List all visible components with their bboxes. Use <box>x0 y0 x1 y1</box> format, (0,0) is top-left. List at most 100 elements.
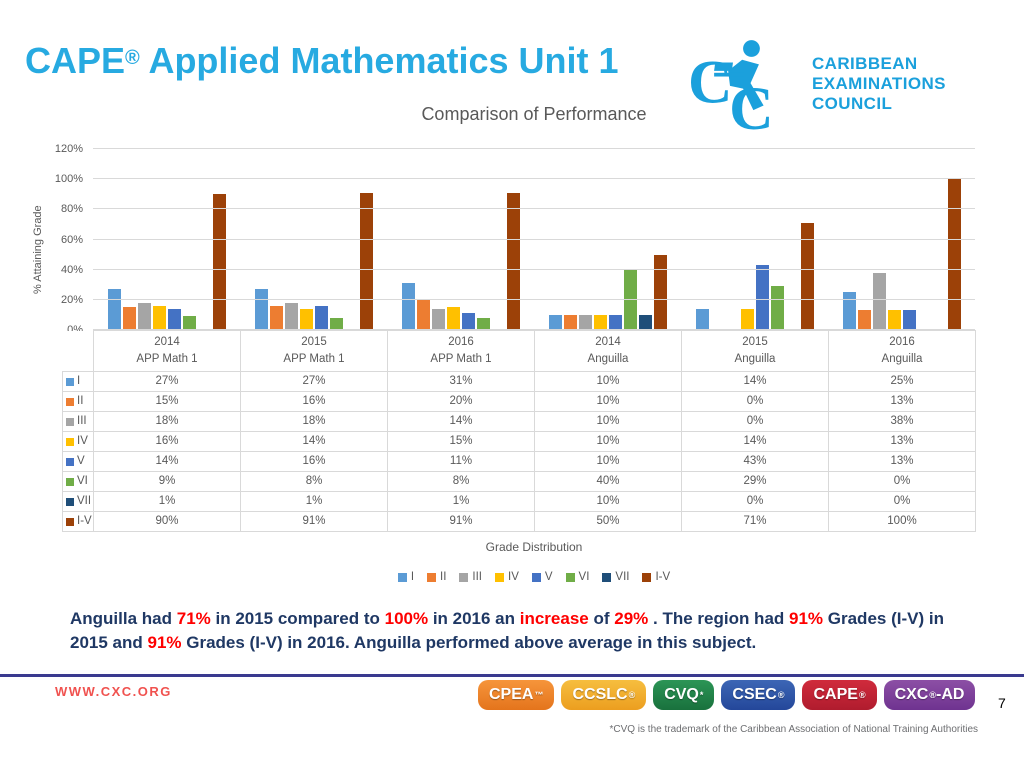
grade-name: VII <box>77 495 92 507</box>
cxc-logo-text: CARIBBEAN EXAMINATIONS COUNCIL <box>812 54 946 114</box>
commentary-segment: 29% <box>614 609 653 628</box>
bar-III <box>578 314 592 330</box>
table-column-series-label: Anguilla <box>881 353 923 365</box>
x-axis-title: Grade Distribution <box>485 540 583 554</box>
table-cell: 14% <box>681 431 829 452</box>
legend-swatch-icon <box>565 572 575 582</box>
table-cell: 10% <box>534 411 682 432</box>
grade-name: VI <box>77 475 88 487</box>
bar-I <box>107 289 121 330</box>
gridline <box>93 268 975 270</box>
table-cell: 31% <box>387 371 535 392</box>
table-row-header: II <box>62 391 94 412</box>
bar-groups <box>93 149 975 330</box>
badge-mark: ™ <box>534 690 544 700</box>
table-cell: 13% <box>828 451 976 472</box>
cxc-logo-mark: C C <box>688 40 774 132</box>
table-cell: 1% <box>240 491 388 512</box>
table-row-header: III <box>62 411 94 432</box>
gridline <box>93 298 975 300</box>
table-row-grade-II: II 15% 16% 20% 10% 0% 13% <box>62 391 976 412</box>
legend-swatch-icon <box>531 572 541 582</box>
legend-item-IV: IV <box>495 571 519 583</box>
bar-II <box>563 314 577 330</box>
badge-cvq: CVQ * <box>653 680 715 710</box>
logo-line-1: CARIBBEAN <box>812 54 918 73</box>
table-column-year: 2015 <box>301 336 327 348</box>
legend-key-icon <box>66 457 74 466</box>
bar-II <box>122 307 136 330</box>
table-cell: 16% <box>240 451 388 472</box>
legend-label: I-V <box>655 571 671 583</box>
trademark-note: *CVQ is the trademark of the Caribbean A… <box>609 724 978 735</box>
badge-label: CXC <box>894 686 929 703</box>
table-cell: 29% <box>681 471 829 492</box>
bar-I <box>401 283 415 330</box>
bar-II <box>857 310 871 330</box>
table-row-header: I <box>62 371 94 392</box>
table-cell: 10% <box>534 451 682 472</box>
commentary-segment: Grades (I-V) in 2015 and <box>70 609 944 652</box>
legend-label: I <box>410 571 415 583</box>
table-column-year: 2014 <box>154 336 180 348</box>
bar-VI <box>476 317 490 330</box>
badge-suffix: -AD <box>936 686 965 703</box>
logo-line-2: EXAMINATIONS <box>812 74 946 93</box>
page-number: 7 <box>998 695 1006 711</box>
table-cell: 18% <box>240 411 388 432</box>
table-column-header: 2015 APP Math 1 <box>240 330 388 372</box>
bar-II <box>269 305 283 330</box>
table-column-series-label: APP Math 1 <box>136 353 198 365</box>
commentary-segment: in 2016 an <box>432 609 520 628</box>
bar-group-2014-anguilla <box>534 149 681 330</box>
table-cell: 18% <box>93 411 241 432</box>
table-cell: 13% <box>828 431 976 452</box>
table-row-header: VI <box>62 471 94 492</box>
table-row-label: I-V <box>63 512 93 531</box>
page-title-rest: Applied Mathematics Unit 1 <box>139 40 619 81</box>
table-cell: 10% <box>534 391 682 412</box>
footer-divider <box>0 674 1024 677</box>
gridline <box>93 178 975 180</box>
y-axis-tick-label: 40% <box>60 263 83 276</box>
legend-label: VII <box>615 571 630 583</box>
bar-V <box>167 308 181 330</box>
legend-swatch-icon <box>397 572 407 582</box>
commentary-segment: 71% <box>176 609 216 628</box>
commentary-segment: Grades (I-V) in 2016. Anguilla performed… <box>186 633 757 652</box>
bar-VI <box>770 286 784 330</box>
svg-text:C: C <box>688 49 732 117</box>
table-cell: 100% <box>828 511 976 532</box>
table-cell: 16% <box>240 391 388 412</box>
bar-group-2014-app-math-1 <box>93 149 240 330</box>
table-row-grade-V: V 14% 16% 11% 10% 43% 13% <box>62 451 976 472</box>
commentary-segment: in 2015 compared to <box>215 609 385 628</box>
table-column-year: 2015 <box>742 336 768 348</box>
legend-label: V <box>544 571 553 583</box>
y-axis-title: % Attaining Grade <box>32 205 44 295</box>
legend-key-icon <box>66 497 74 506</box>
bar-I <box>842 292 856 330</box>
bar-I-V <box>359 192 373 330</box>
table-column-year: 2014 <box>595 336 621 348</box>
y-axis-tick-label: 60% <box>60 233 83 246</box>
table-row-label: VI <box>63 472 93 491</box>
bar-II <box>416 299 430 330</box>
table-cell: 11% <box>387 451 535 472</box>
bar-IV <box>740 308 754 330</box>
table-column-year: 2016 <box>448 336 474 348</box>
table-cell: 9% <box>93 471 241 492</box>
bar-III <box>872 272 886 330</box>
table-cell: 0% <box>681 411 829 432</box>
table-row-header: I-V <box>62 511 94 532</box>
badge-cxc-ad: CXC ® -AD <box>883 680 976 710</box>
table-row-label: III <box>63 412 93 431</box>
table-cell: 0% <box>681 391 829 412</box>
grade-name: III <box>77 415 87 427</box>
table-column-series-label: APP Math 1 <box>283 353 345 365</box>
page-title: CAPE® Applied Mathematics Unit 1 <box>25 40 619 82</box>
table-row-label: I <box>63 372 93 391</box>
legend-label: IV <box>508 571 519 583</box>
legend-key-icon <box>66 517 74 526</box>
